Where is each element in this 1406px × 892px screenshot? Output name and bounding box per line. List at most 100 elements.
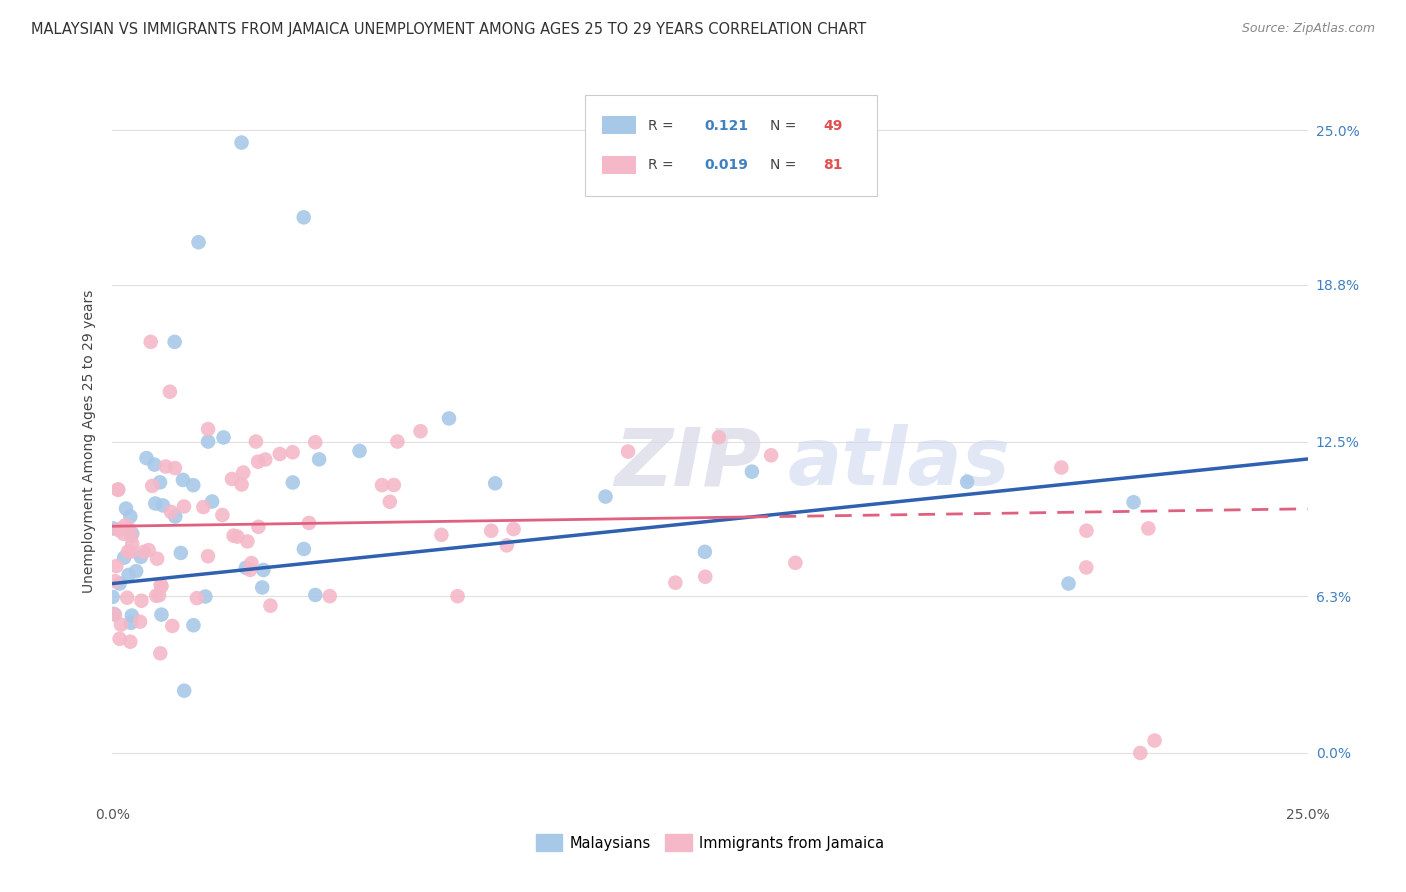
Point	[292, 211, 315, 225]
Point	[387, 434, 409, 449]
Point	[222, 528, 245, 542]
Point	[349, 444, 371, 458]
Point	[1076, 524, 1098, 538]
Point	[664, 575, 686, 590]
Point	[1143, 733, 1166, 747]
Point	[159, 384, 181, 399]
FancyBboxPatch shape	[603, 117, 636, 135]
Text: 81: 81	[824, 158, 844, 172]
Legend: Malaysians, Immigrants from Jamaica: Malaysians, Immigrants from Jamaica	[530, 829, 890, 857]
Text: N =: N =	[770, 158, 800, 172]
Point	[298, 516, 321, 530]
Point	[135, 451, 157, 466]
Point	[163, 461, 186, 475]
Point	[281, 445, 304, 459]
Point	[110, 617, 132, 632]
Point	[120, 634, 142, 648]
Point	[138, 543, 160, 558]
Point	[165, 509, 187, 524]
Point	[118, 522, 141, 536]
Text: 0.019: 0.019	[704, 158, 748, 172]
Point	[212, 430, 235, 444]
Point	[120, 544, 142, 558]
Point	[430, 528, 453, 542]
Point	[149, 475, 172, 490]
Point	[281, 475, 304, 490]
Point	[304, 435, 326, 450]
Point	[143, 458, 166, 472]
Point	[149, 578, 172, 592]
Point	[150, 607, 173, 622]
Point	[250, 581, 273, 595]
Point	[115, 501, 138, 516]
Point	[319, 589, 342, 603]
Point	[707, 430, 730, 444]
FancyBboxPatch shape	[603, 156, 636, 174]
Point	[231, 136, 253, 150]
Point	[259, 599, 281, 613]
Point	[108, 632, 131, 646]
Point	[172, 473, 194, 487]
Point	[1076, 560, 1098, 574]
Point	[146, 551, 169, 566]
Point	[378, 494, 401, 508]
Text: 0.121: 0.121	[704, 119, 748, 133]
Point	[484, 476, 506, 491]
Point	[110, 522, 132, 536]
Point	[197, 434, 219, 449]
Y-axis label: Unemployment Among Ages 25 to 29 years: Unemployment Among Ages 25 to 29 years	[82, 290, 96, 593]
Point	[120, 529, 142, 543]
Point	[409, 424, 432, 438]
Point	[129, 615, 152, 629]
Point	[695, 570, 717, 584]
Point	[152, 499, 174, 513]
Point	[117, 567, 139, 582]
Point	[617, 444, 640, 458]
Point	[239, 563, 262, 577]
Point	[103, 521, 125, 535]
Point	[221, 472, 243, 486]
Point	[502, 522, 524, 536]
Point	[693, 545, 716, 559]
Point	[163, 334, 186, 349]
Text: R =: R =	[648, 119, 678, 133]
Point	[104, 607, 127, 622]
Point	[595, 490, 617, 504]
Point	[446, 589, 468, 603]
Point	[197, 549, 219, 564]
Point	[145, 589, 167, 603]
Point	[117, 544, 139, 558]
Point	[382, 478, 405, 492]
Point	[107, 523, 129, 537]
Point	[105, 559, 128, 574]
Point	[121, 608, 143, 623]
Point	[141, 479, 163, 493]
Point	[131, 593, 153, 607]
Point	[120, 509, 142, 524]
Point	[759, 448, 782, 462]
Text: 49: 49	[824, 119, 844, 133]
Point	[197, 422, 219, 436]
Point	[173, 500, 195, 514]
Point	[269, 447, 291, 461]
Point	[148, 588, 170, 602]
Point	[149, 646, 172, 660]
Point	[1050, 460, 1073, 475]
Point	[115, 591, 138, 605]
Point	[247, 520, 270, 534]
Point	[125, 564, 148, 578]
FancyBboxPatch shape	[585, 95, 877, 196]
Point	[232, 466, 254, 480]
Point	[103, 607, 125, 621]
Point	[108, 576, 131, 591]
Point	[160, 505, 183, 519]
Point	[132, 545, 155, 559]
Point	[240, 556, 263, 570]
Point	[104, 574, 127, 589]
Point	[252, 563, 274, 577]
Point	[231, 477, 253, 491]
Point	[304, 588, 326, 602]
Point	[235, 561, 257, 575]
Point	[186, 591, 208, 606]
Point	[107, 483, 129, 497]
